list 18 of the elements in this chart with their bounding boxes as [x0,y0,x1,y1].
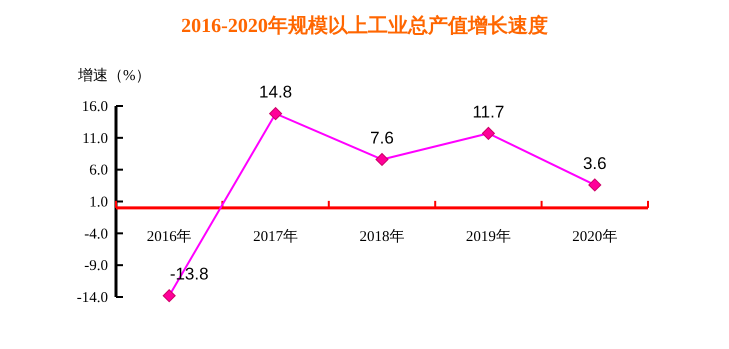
y-tick-label: -4.0 [84,226,108,242]
x-tick-label: 2016年 [146,228,192,245]
y-tick-label: -14.0 [76,290,108,306]
chart-title: 2016-2020年规模以上工业总产值增长速度 [181,14,548,37]
x-tick-label: 2018年 [360,228,404,245]
data-label: 14.8 [259,82,292,102]
y-tick-label: 16.0 [82,99,108,115]
data-label: 7.6 [370,128,394,148]
y-axis-title: 增速（%） [77,67,150,84]
data-label: 11.7 [472,102,504,122]
y-tick-label: 11.0 [82,130,108,147]
data-label: 3.6 [582,154,607,173]
x-tick-label: 2020年 [572,228,618,245]
x-tick-label: 2017年 [253,228,298,245]
x-tick-label: 2019年 [466,228,511,245]
y-tick-label: 1.0 [89,194,108,210]
y-tick-label: 6.0 [89,162,108,179]
y-tick-label: -9.0 [84,258,108,274]
